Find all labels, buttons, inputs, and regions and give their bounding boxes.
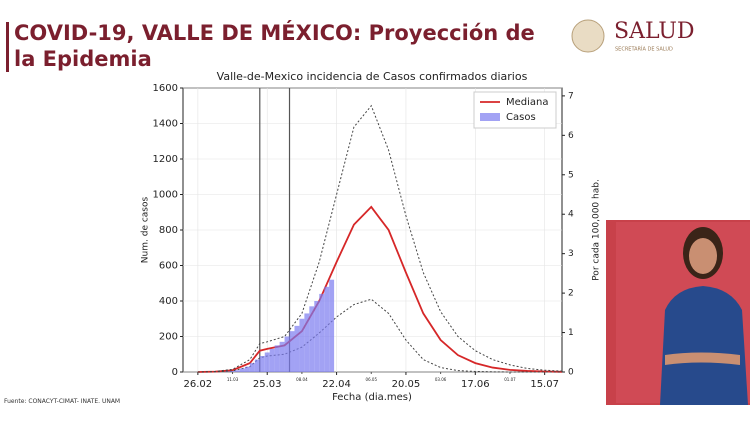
bar xyxy=(309,306,315,372)
bar xyxy=(299,318,305,372)
chart-title: Valle-de-Mexico incidencia de Casos conf… xyxy=(217,70,528,83)
x-minor-tick-label: 11.03 xyxy=(227,377,239,382)
x-minor-tick-label: 08.04 xyxy=(296,377,308,382)
y2-tick-label: 4 xyxy=(568,210,574,220)
bar xyxy=(264,352,270,372)
y-tick-label: 1600 xyxy=(153,83,178,94)
bar xyxy=(239,368,245,372)
title-accent xyxy=(6,22,9,72)
bar xyxy=(304,313,310,372)
y-tick-label: 400 xyxy=(159,296,178,307)
bar xyxy=(274,345,280,372)
x-tick-label: 26.02 xyxy=(184,379,213,390)
y2-tick-label: 2 xyxy=(568,289,574,299)
x-axis-label: Fecha (dia.mes) xyxy=(332,392,412,403)
x-minor-tick-label: 06.05 xyxy=(366,377,378,382)
bar xyxy=(279,341,285,372)
y-axis-label: Num. de casos xyxy=(141,197,151,264)
line-series xyxy=(197,104,563,373)
slide-title: COVID-19, VALLE DE MÉXICO: Proyección de… xyxy=(14,21,535,71)
x-minor-tick-label: 03.06 xyxy=(435,377,447,382)
bar xyxy=(284,336,290,372)
x-tick-label: 20.05 xyxy=(392,379,421,390)
x-minor-tick-label: 01.07 xyxy=(504,377,516,382)
bar xyxy=(324,286,330,372)
y2-tick-label: 5 xyxy=(568,170,574,180)
source-note: Fuente: CONACYT-CIMAT- INATE. UNAM xyxy=(4,398,121,405)
x-tick-label: 17.06 xyxy=(461,379,490,390)
legend-swatch xyxy=(480,113,500,121)
bar xyxy=(244,366,250,372)
bar xyxy=(294,325,300,372)
x-tick-label: 15.07 xyxy=(530,379,559,390)
bar xyxy=(314,301,320,372)
bar xyxy=(230,371,236,372)
bar xyxy=(235,370,240,372)
y-tick-label: 0 xyxy=(172,367,178,378)
y-tick-label: 1400 xyxy=(153,119,178,130)
bar xyxy=(329,279,335,372)
logo-text: SALUD xyxy=(614,19,695,44)
x-tick-label: 22.04 xyxy=(322,379,351,390)
y-tick-label: 200 xyxy=(159,332,178,343)
x-tick-label: 25.03 xyxy=(253,379,282,390)
legend-box xyxy=(473,91,557,129)
line-series xyxy=(197,205,563,373)
logo-emblem xyxy=(571,19,605,53)
interpreter-face xyxy=(689,238,717,274)
y-tick-label: 1200 xyxy=(153,154,178,165)
bar xyxy=(269,348,275,372)
logo-subtitle: SECRETARÍA DE SALUD xyxy=(615,46,673,53)
legend-label: Casos xyxy=(506,112,536,123)
y2-tick-label: 0 xyxy=(568,368,574,378)
y-tick-label: 1000 xyxy=(153,190,178,201)
legend-label: Mediana xyxy=(506,97,549,108)
bar xyxy=(289,331,295,372)
bar xyxy=(249,363,255,372)
y-tick-label: 800 xyxy=(159,225,178,236)
bar xyxy=(254,359,260,372)
bar xyxy=(319,293,325,372)
y2-tick-label: 3 xyxy=(568,249,574,259)
y2-tick-label: 1 xyxy=(568,328,574,338)
y2-tick-label: 6 xyxy=(568,131,574,141)
y-tick-label: 600 xyxy=(159,261,178,272)
y2-tick-label: 7 xyxy=(568,91,574,101)
bar xyxy=(259,356,265,372)
interpreter-body xyxy=(660,286,748,405)
y2-axis-label: Por cada 100,000 hab. xyxy=(592,179,602,281)
interpreter-hands xyxy=(665,352,740,365)
